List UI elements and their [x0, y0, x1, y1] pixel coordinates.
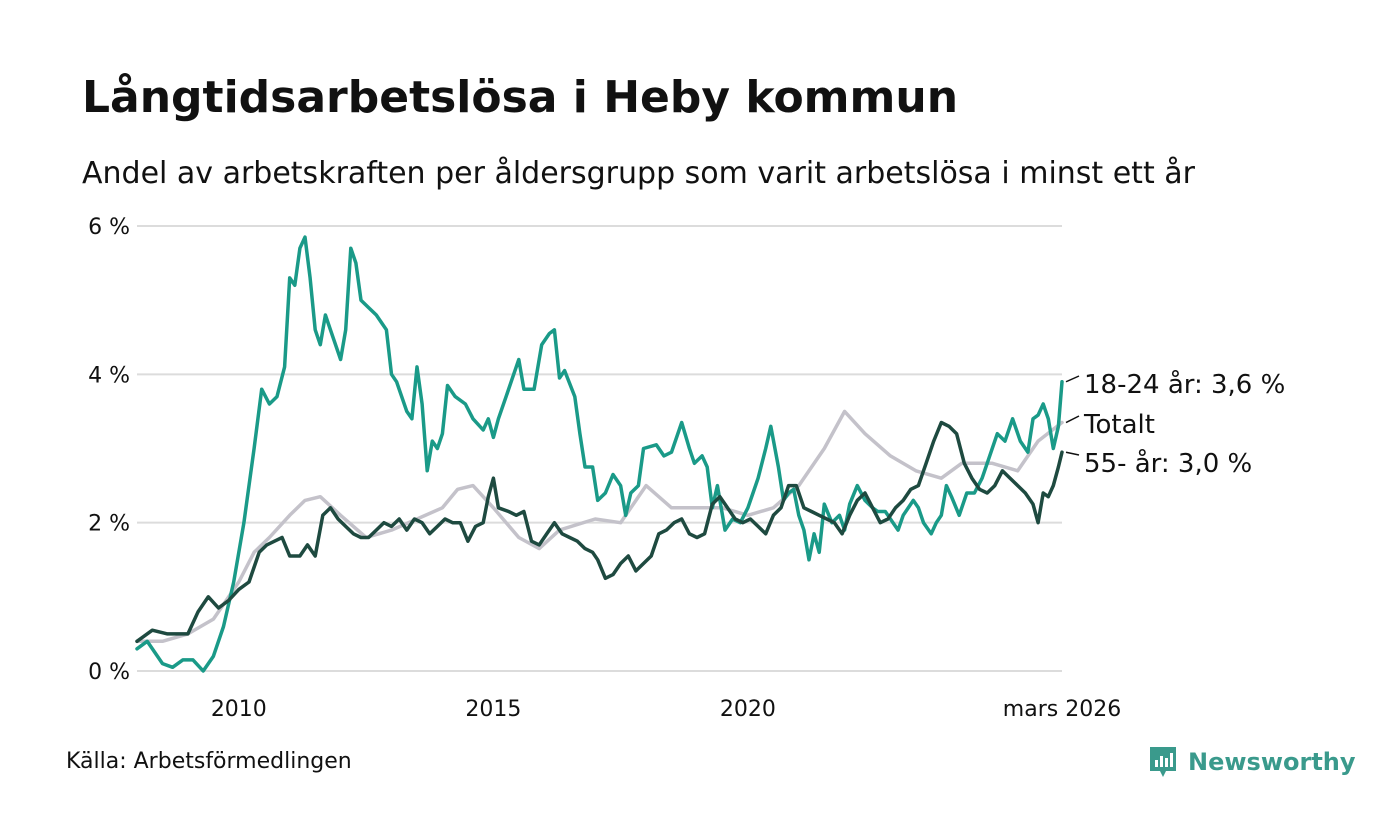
y-tick-label: 4 % [88, 363, 130, 388]
gridlines [137, 225, 1062, 672]
end-labels: 18-24 år: 3,6 % Totalt 55- år: 3,0 % [1065, 369, 1285, 479]
end-label-totalt: Totalt [1083, 410, 1155, 440]
end-label-18-24-r: 18-24 år: 3,6 % [1084, 369, 1285, 400]
brand-name: Newsworthy [1188, 748, 1356, 776]
end-label-55-r: 55- år: 3,0 % [1084, 448, 1252, 479]
chart-title: Långtidsarbetslösa i Heby kommun [82, 72, 959, 123]
series-line-totalt [135, 409, 1064, 644]
x-tick-label: 2010 [211, 697, 267, 722]
newsworthy-logo-icon [1150, 747, 1176, 777]
series-line-18-24-r [135, 235, 1064, 673]
y-tick-label: 2 % [88, 512, 130, 537]
y-tick-label: 6 % [88, 215, 130, 240]
leader-line [1065, 415, 1080, 424]
x-tick-label: mars 2026 [1003, 697, 1121, 722]
x-tick-label: 2020 [720, 697, 776, 722]
x-tick-label: 2015 [465, 697, 521, 722]
series-lines [135, 235, 1064, 673]
x-axis-ticks: 2010 2015 2020 mars 2026 [211, 697, 1121, 722]
leader-line [1065, 451, 1080, 456]
chart-subtitle: Andel av arbetskraften per åldersgrupp s… [82, 156, 1195, 191]
y-axis-ticks: 0 % 2 % 4 % 6 % [88, 215, 130, 685]
brand-logo[interactable]: Newsworthy [1148, 744, 1356, 780]
series-line-55-r [135, 420, 1064, 644]
leader-line [1065, 375, 1080, 383]
y-tick-label: 0 % [88, 660, 130, 685]
source-text: Källa: Arbetsförmedlingen [66, 749, 352, 774]
